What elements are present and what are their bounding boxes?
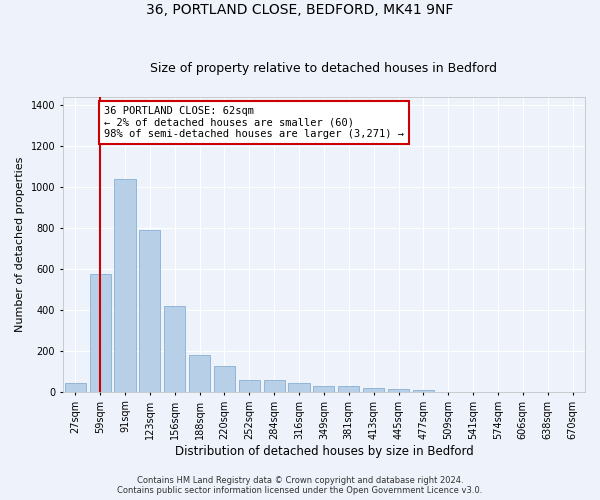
Bar [263,380,285,392]
Bar [388,388,409,392]
Title: Size of property relative to detached houses in Bedford: Size of property relative to detached ho… [151,62,497,74]
Bar [65,382,86,392]
Bar [289,382,310,392]
Bar [89,274,110,392]
Bar [413,390,434,392]
Bar [139,230,160,392]
Text: 36 PORTLAND CLOSE: 62sqm
← 2% of detached houses are smaller (60)
98% of semi-de: 36 PORTLAND CLOSE: 62sqm ← 2% of detache… [104,106,404,139]
X-axis label: Distribution of detached houses by size in Bedford: Distribution of detached houses by size … [175,444,473,458]
Bar [189,355,210,392]
Bar [313,386,334,392]
Y-axis label: Number of detached properties: Number of detached properties [15,156,25,332]
Bar [164,306,185,392]
Bar [214,366,235,392]
Text: 36, PORTLAND CLOSE, BEDFORD, MK41 9NF: 36, PORTLAND CLOSE, BEDFORD, MK41 9NF [146,2,454,16]
Text: Contains HM Land Registry data © Crown copyright and database right 2024.
Contai: Contains HM Land Registry data © Crown c… [118,476,482,495]
Bar [115,178,136,392]
Bar [239,380,260,392]
Bar [363,388,384,392]
Bar [338,386,359,392]
